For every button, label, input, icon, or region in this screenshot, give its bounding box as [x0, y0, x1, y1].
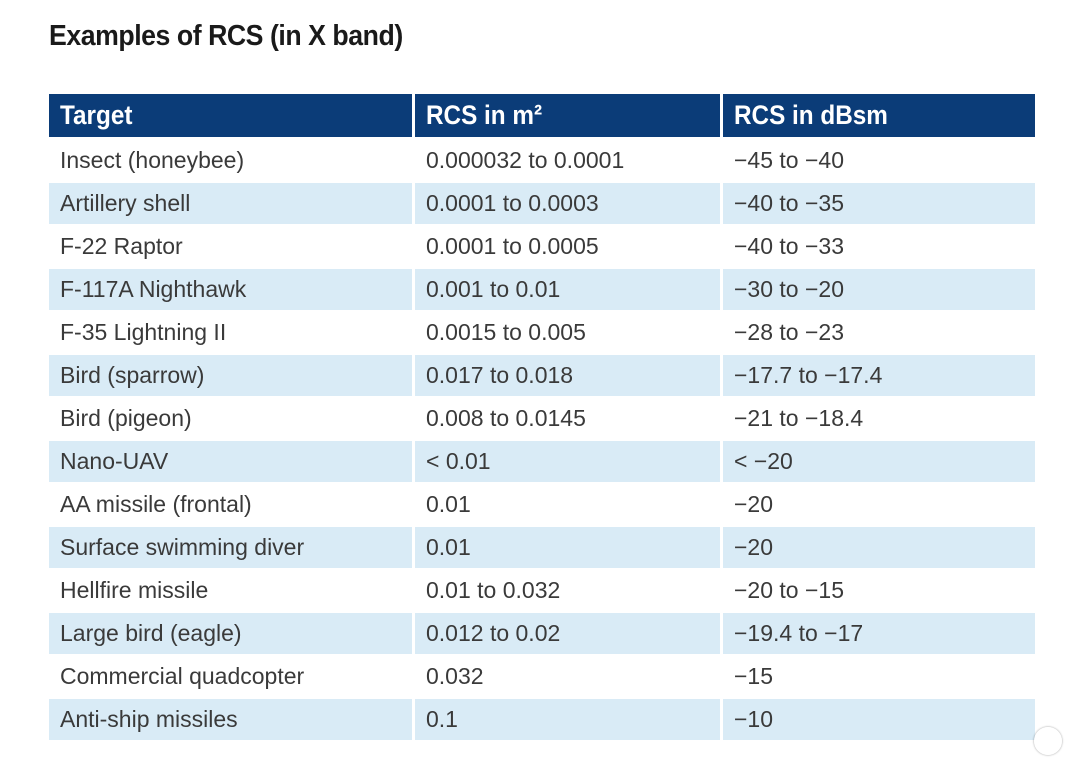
cell-target: F-117A Nighthawk	[49, 269, 415, 312]
cell-rcs-m2: 0.1	[415, 699, 723, 742]
cell-rcs-dbsm: −40 to −35	[723, 183, 1035, 226]
table-row: F-22 Raptor 0.0001 to 0.0005 −40 to −33	[49, 226, 1035, 269]
cell-rcs-dbsm: −45 to −40	[723, 140, 1035, 183]
table-body: Insect (honeybee) 0.000032 to 0.0001 −45 t…	[49, 140, 1035, 742]
cell-target: Insect (honeybee)	[49, 140, 415, 183]
cell-rcs-dbsm: −20	[723, 527, 1035, 570]
cell-target: F-22 Raptor	[49, 226, 415, 269]
cell-rcs-dbsm: −19.4 to −17	[723, 613, 1035, 656]
cell-target: Artillery shell	[49, 183, 415, 226]
cell-target: Bird (pigeon)	[49, 398, 415, 441]
table-row: Large bird (eagle) 0.012 to 0.02 −19.4 to …	[49, 613, 1035, 656]
cell-rcs-dbsm: −21 to −18.4	[723, 398, 1035, 441]
cell-rcs-dbsm: −40 to −33	[723, 226, 1035, 269]
cell-rcs-m2: 0.0015 to 0.005	[415, 312, 723, 355]
cell-rcs-m2: 0.017 to 0.018	[415, 355, 723, 398]
table-row: AA missile (frontal) 0.01 −20	[49, 484, 1035, 527]
table-row: Insect (honeybee) 0.000032 to 0.0001 −45 t…	[49, 140, 1035, 183]
cell-rcs-m2: 0.000032 to 0.0001	[415, 140, 723, 183]
cell-rcs-m2: 0.032	[415, 656, 723, 699]
cell-rcs-m2: 0.01	[415, 484, 723, 527]
table-row: Nano-UAV < 0.01 < −20	[49, 441, 1035, 484]
cell-rcs-m2: < 0.01	[415, 441, 723, 484]
table-row: F-117A Nighthawk 0.001 to 0.01 −30 to −20	[49, 269, 1035, 312]
table-row: Commercial quadcopter 0.032 −15	[49, 656, 1035, 699]
cell-rcs-dbsm: −30 to −20	[723, 269, 1035, 312]
column-header-rcs-dbsm: RCS in dBsm	[723, 94, 1035, 140]
table-row: Artillery shell 0.0001 to 0.0003 −40 to −3…	[49, 183, 1035, 226]
table-row: Bird (pigeon) 0.008 to 0.0145 −21 to −18.4	[49, 398, 1035, 441]
cell-rcs-dbsm: −20 to −15	[723, 570, 1035, 613]
cell-rcs-dbsm: −10	[723, 699, 1035, 742]
cell-target: AA missile (frontal)	[49, 484, 415, 527]
cell-target: Large bird (eagle)	[49, 613, 415, 656]
rcs-table: Target RCS in m² RCS in dBsm Insect (hon…	[49, 94, 1035, 742]
cell-rcs-dbsm: −20	[723, 484, 1035, 527]
document-title: Examples of RCS (in X band)	[49, 20, 403, 52]
cell-target: F-35 Lightning II	[49, 312, 415, 355]
cell-rcs-m2: 0.012 to 0.02	[415, 613, 723, 656]
column-header-rcs-m2: RCS in m²	[415, 94, 723, 140]
cell-rcs-m2: 0.001 to 0.01	[415, 269, 723, 312]
cell-rcs-dbsm: −15	[723, 656, 1035, 699]
weibo-logo-icon	[1034, 727, 1062, 755]
table-row: Anti-ship missiles 0.1 −10	[49, 699, 1035, 742]
cell-target: Commercial quadcopter	[49, 656, 415, 699]
table-row: Bird (sparrow) 0.017 to 0.018 −17.7 to −17…	[49, 355, 1035, 398]
cell-rcs-m2: 0.01 to 0.032	[415, 570, 723, 613]
cell-rcs-m2: 0.0001 to 0.0003	[415, 183, 723, 226]
table-header-row: Target RCS in m² RCS in dBsm	[49, 94, 1035, 140]
cell-rcs-m2: 0.0001 to 0.0005	[415, 226, 723, 269]
table-row: Hellfire missile 0.01 to 0.032 −20 to −15	[49, 570, 1035, 613]
cell-rcs-dbsm: < −20	[723, 441, 1035, 484]
cell-rcs-m2: 0.01	[415, 527, 723, 570]
cell-target: Surface swimming diver	[49, 527, 415, 570]
column-header-target: Target	[49, 94, 415, 140]
watermark	[1034, 727, 1066, 755]
table-row: F-35 Lightning II 0.0015 to 0.005 −28 to −…	[49, 312, 1035, 355]
cell-target: Bird (sparrow)	[49, 355, 415, 398]
cell-target: Nano-UAV	[49, 441, 415, 484]
cell-rcs-dbsm: −28 to −23	[723, 312, 1035, 355]
cell-target: Anti-ship missiles	[49, 699, 415, 742]
cell-target: Hellfire missile	[49, 570, 415, 613]
table-row: Surface swimming diver 0.01 −20	[49, 527, 1035, 570]
cell-rcs-m2: 0.008 to 0.0145	[415, 398, 723, 441]
cell-rcs-dbsm: −17.7 to −17.4	[723, 355, 1035, 398]
